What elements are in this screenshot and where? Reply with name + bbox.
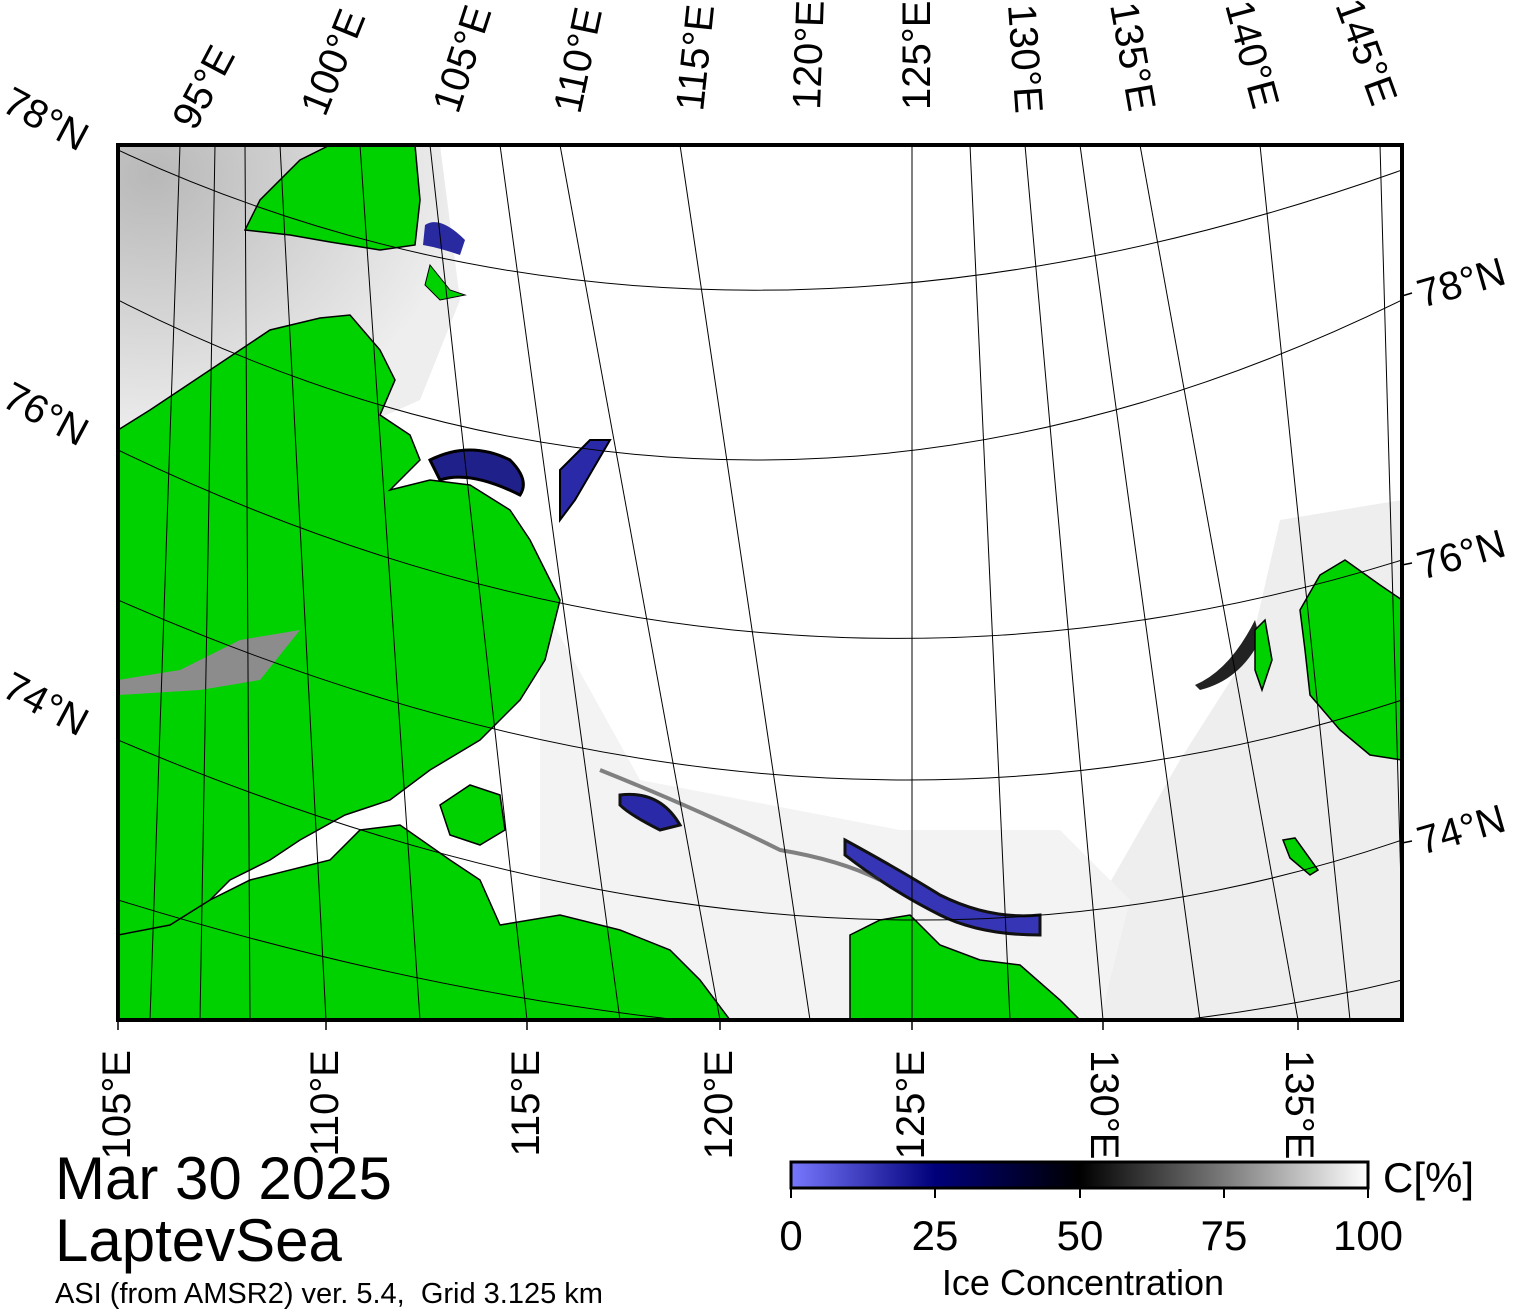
left-lat-labels: 78°N 76°N 74°N <box>0 79 95 745</box>
top-lon-label: 125°E <box>895 1 939 110</box>
coast-ice-taymyr-lake <box>118 630 300 695</box>
top-lon-label: 130°E <box>999 3 1051 115</box>
colorbar <box>789 1160 1370 1190</box>
right-lat-labels: 78°N 76°N 74°N <box>1412 250 1510 864</box>
bottom-lon-label: 115°E <box>504 1050 548 1156</box>
top-lon-label: 135°E <box>1101 0 1163 114</box>
colorbar-unit: C[%] <box>1383 1154 1475 1201</box>
top-lon-label: 140°E <box>1216 0 1287 113</box>
land-stolbovoy <box>1281 837 1320 876</box>
land-taymyr <box>118 314 561 936</box>
top-lon-label: 115°E <box>668 2 723 112</box>
colorbar-tick: 25 <box>911 1212 959 1259</box>
colorbar-tick: 0 <box>779 1212 803 1259</box>
product-info: ASI (from AMSR2) ver. 5.4, Grid 3.125 km <box>55 1278 603 1310</box>
map-frame <box>116 143 1404 1022</box>
graticule <box>118 145 1402 1020</box>
lead-yana <box>843 837 1042 937</box>
top-lon-label: 120°E <box>785 0 833 110</box>
land-mainland-west <box>118 824 731 1020</box>
land-belkovsky <box>1254 618 1273 693</box>
left-lat-label: 76°N <box>0 374 95 455</box>
land-kotelny <box>1299 559 1402 761</box>
lead-central <box>618 792 683 832</box>
lead-taymyr <box>427 448 525 497</box>
right-lat-label: 74°N <box>1412 797 1510 864</box>
land-severnaya-zemlya <box>243 145 421 251</box>
colorbar-tick: 75 <box>1200 1212 1248 1259</box>
map-date: Mar 30 2025 <box>55 1145 392 1212</box>
top-lon-label: 110°E <box>546 4 611 117</box>
bottom-lon-label: 125°E <box>889 1050 933 1159</box>
land-small-islet-1 <box>424 263 467 301</box>
bottom-lon-label: 120°E <box>697 1050 741 1159</box>
colorbar-title: Ice Concentration <box>941 1262 1225 1303</box>
top-lon-label: 145°E <box>1327 0 1406 111</box>
right-lat-label: 76°N <box>1412 522 1510 589</box>
lead-north <box>423 222 465 255</box>
map-region: LaptevSea <box>55 1207 342 1274</box>
top-lon-label: 100°E <box>293 3 375 121</box>
top-lon-label: 95°E <box>164 39 244 137</box>
left-lat-label: 74°N <box>0 664 95 745</box>
land-begichev-island <box>439 784 506 846</box>
lead-lena <box>559 439 612 523</box>
colorbar-tick: 100 <box>1332 1212 1404 1259</box>
land-mainland-lena-delta <box>849 914 1082 1020</box>
bottom-lon-label: 130°E <box>1082 1050 1126 1159</box>
top-lon-labels: 95°E 100°E 105°E 110°E 115°E 120°E 125°E… <box>164 0 1405 136</box>
bottom-lon-label: 105°E <box>95 1050 139 1159</box>
bottom-lon-label: 135°E <box>1277 1050 1321 1159</box>
lead-nsi <box>1195 620 1260 690</box>
left-lat-label: 78°N <box>0 79 95 160</box>
right-lat-label: 78°N <box>1412 250 1510 317</box>
bottom-lon-label: 110°E <box>303 1050 347 1156</box>
lead-dark-line <box>599 768 881 882</box>
top-lon-label: 105°E <box>425 0 501 118</box>
colorbar-tick: 50 <box>1056 1212 1104 1259</box>
bottom-lon-labels: 105°E 110°E 115°E 120°E 125°E 130°E 135°… <box>95 1050 1321 1159</box>
